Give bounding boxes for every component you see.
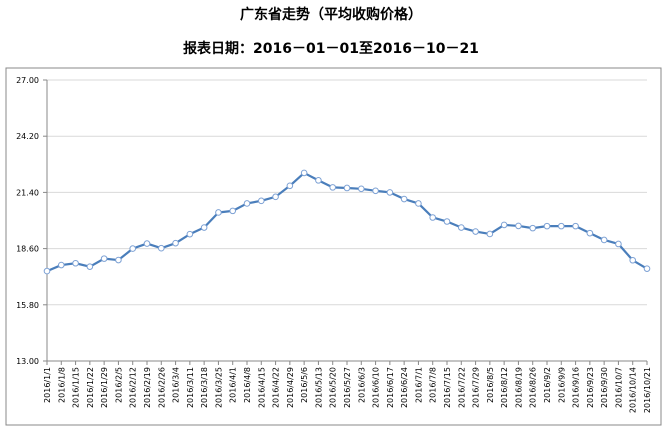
data-point: [529, 224, 537, 232]
data-point: [572, 222, 579, 230]
y-tick-label: 27.00: [16, 76, 39, 85]
data-point: [543, 222, 551, 230]
data-point: [557, 222, 565, 230]
data-point: [100, 255, 108, 262]
x-tick-label: 2016/5/20: [329, 367, 338, 408]
x-tick-label: 2016/8/5: [486, 367, 495, 403]
data-point: [200, 224, 208, 231]
y-tick-label: 13.00: [16, 357, 39, 366]
x-tick-label: 2016/1/8: [57, 367, 66, 403]
x-tick-label: 2016/9/30: [600, 367, 609, 408]
data-point: [43, 267, 51, 275]
data-point: [586, 229, 594, 237]
x-tick-label: 2016/10/21: [643, 367, 652, 413]
x-tick-label: 2016/5/6: [300, 367, 309, 403]
data-point: [172, 239, 179, 247]
x-tick-label: 2016/3/11: [186, 367, 195, 408]
x-tick-label: 2016/6/3: [357, 367, 366, 403]
data-point: [257, 197, 265, 205]
data-point: [629, 256, 637, 264]
data-point: [472, 228, 479, 235]
x-tick-label: 2016/6/10: [372, 367, 381, 408]
chart-frame: [5, 67, 662, 426]
data-point: [486, 230, 494, 238]
x-tick-label: 2016/8/19: [514, 367, 523, 408]
x-tick-label: 2016/9/2: [543, 367, 552, 403]
data-point: [272, 193, 279, 201]
data-point: [215, 209, 222, 216]
x-tick-label: 2016/2/5: [114, 367, 123, 403]
data-point: [300, 169, 308, 177]
x-tick-label: 2016/7/8: [429, 367, 438, 403]
data-point: [115, 256, 122, 264]
x-tick-label: 2016/6/17: [386, 367, 395, 408]
x-tick-label: 2016/3/25: [214, 367, 223, 408]
data-point: [229, 207, 237, 215]
x-tick-label: 2016/9/9: [557, 367, 566, 403]
x-tick-label: 2016/1/29: [100, 367, 109, 408]
x-tick-label: 2016/8/26: [529, 367, 538, 408]
x-tick-label: 2016/4/8: [243, 367, 252, 403]
x-tick-label: 2016/2/19: [143, 367, 152, 408]
data-point: [643, 265, 651, 272]
x-tick-label: 2016/3/18: [200, 367, 209, 408]
data-point: [443, 218, 451, 225]
data-point: [129, 245, 137, 252]
x-tick-label: 2016/1/22: [86, 367, 95, 408]
x-tick-label: 2016/4/15: [257, 367, 266, 408]
x-tick-label: 2016/2/12: [129, 367, 138, 408]
x-tick-label: 2016/10/14: [629, 367, 638, 413]
data-point: [315, 177, 322, 184]
data-point: [343, 184, 351, 192]
x-tick-label: 2016/1/1: [43, 367, 52, 403]
data-point: [57, 261, 65, 269]
x-tick-label: 2016/2/26: [157, 367, 166, 408]
x-tick-label: 2016/4/29: [286, 367, 295, 408]
data-point: [500, 221, 508, 229]
y-tick-label: 18.60: [16, 245, 39, 254]
x-tick-label: 2016/9/23: [586, 367, 595, 408]
y-tick-label: 21.40: [16, 188, 39, 197]
x-tick-label: 2016/8/12: [500, 367, 509, 408]
data-point: [357, 185, 365, 193]
x-tick-label: 2016/5/27: [343, 367, 352, 408]
x-tick-label: 2016/10/7: [614, 367, 623, 408]
data-point: [415, 200, 422, 207]
y-tick-label: 15.80: [16, 301, 39, 310]
data-point: [400, 195, 408, 203]
x-tick-label: 2016/3/4: [172, 367, 181, 403]
data-point: [600, 236, 608, 244]
data-point: [457, 224, 465, 231]
data-point: [243, 200, 251, 207]
data-point: [515, 222, 522, 230]
chart-title: 广东省走势（平均收购价格）: [240, 7, 422, 23]
data-point: [329, 184, 337, 191]
y-tick-label: 24.20: [16, 132, 39, 141]
data-point: [286, 182, 294, 190]
chart-subtitle: 报表日期：2016－01－01至2016－10－21: [183, 41, 479, 57]
data-point: [372, 187, 379, 195]
data-point: [186, 230, 194, 238]
data-point: [72, 259, 79, 267]
x-tick-label: 2016/7/1: [414, 367, 423, 403]
x-tick-label: 2016/7/22: [457, 367, 466, 408]
x-tick-label: 2016/4/22: [272, 367, 281, 408]
x-tick-label: 2016/7/15: [443, 367, 452, 408]
data-point: [615, 240, 622, 248]
x-tick-label: 2016/5/13: [314, 367, 323, 408]
data-point: [157, 244, 165, 252]
data-point: [143, 240, 151, 247]
x-tick-label: 2016/4/1: [229, 367, 238, 403]
data-point: [386, 189, 394, 196]
x-tick-label: 2016/7/29: [472, 367, 481, 408]
data-point: [429, 214, 437, 221]
data-point: [86, 263, 94, 270]
x-tick-label: 2016/9/16: [572, 367, 581, 408]
x-tick-label: 2016/6/24: [400, 367, 409, 408]
x-tick-label: 2016/1/15: [72, 367, 81, 408]
